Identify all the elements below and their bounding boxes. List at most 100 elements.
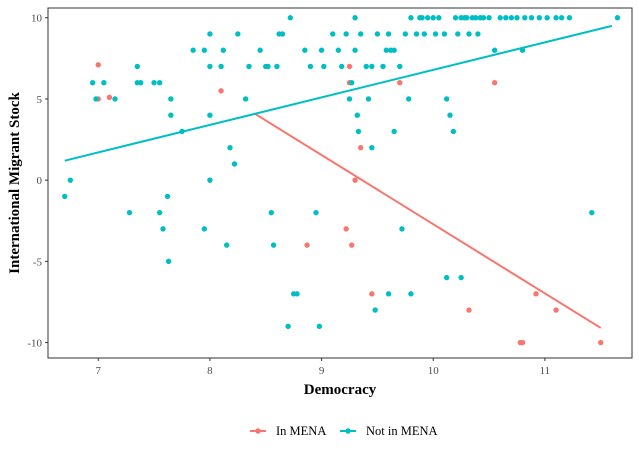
point-not-in-mena — [179, 128, 185, 135]
point-not-in-mena — [270, 242, 277, 248]
y-tick-label: 10 — [31, 13, 43, 25]
point-not-in-mena — [536, 15, 543, 21]
point-not-in-mena — [156, 80, 163, 86]
point-not-in-mena — [553, 15, 559, 21]
point-not-in-mena — [391, 47, 397, 53]
point-not-in-mena — [522, 15, 528, 21]
point-not-in-mena — [419, 15, 425, 21]
point-not-in-mena — [514, 15, 520, 21]
point-not-in-mena — [137, 80, 144, 86]
point-not-in-mena — [156, 209, 163, 216]
plot-panel-border — [47, 7, 633, 359]
point-not-in-mena — [242, 96, 249, 102]
point-not-in-mena — [220, 47, 227, 53]
legend-label-in-mena: In MENA — [276, 424, 326, 438]
point-not-in-mena — [235, 31, 241, 37]
point-not-in-mena — [589, 209, 595, 216]
point-not-in-mena — [566, 15, 573, 21]
point-in-mena — [106, 94, 113, 101]
point-not-in-mena — [402, 31, 409, 37]
point-not-in-mena — [497, 15, 503, 21]
point-not-in-mena — [134, 63, 141, 70]
y-axis: -10 -5 0 5 10 — [27, 13, 48, 350]
point-not-in-mena — [503, 15, 509, 21]
point-not-in-mena — [458, 274, 464, 281]
point-not-in-mena — [285, 323, 291, 330]
point-not-in-mena — [165, 258, 172, 265]
point-in-mena — [357, 144, 364, 151]
point-not-in-mena — [369, 144, 375, 151]
point-not-in-mena — [475, 31, 481, 37]
x-tick-label: 9 — [319, 365, 325, 377]
x-axis: 7 8 9 10 11 — [95, 358, 550, 377]
x-tick-label: 11 — [540, 365, 551, 377]
point-not-in-mena — [112, 96, 118, 102]
point-not-in-mena — [62, 193, 68, 200]
point-not-in-mena — [279, 31, 286, 37]
point-not-in-mena — [372, 307, 378, 313]
point-not-in-mena — [168, 112, 174, 118]
point-not-in-mena — [452, 15, 459, 21]
point-not-in-mena — [227, 144, 233, 151]
point-not-in-mena — [413, 31, 420, 37]
point-not-in-mena — [93, 96, 99, 102]
point-in-mena — [598, 339, 604, 346]
point-not-in-mena — [436, 15, 442, 21]
point-not-in-mena — [126, 209, 133, 216]
point-not-in-mena — [207, 31, 213, 37]
point-in-mena — [304, 242, 310, 248]
point-not-in-mena — [294, 291, 300, 297]
legend: In MENA Not in MENA — [250, 424, 438, 438]
point-not-in-mena — [508, 15, 515, 21]
legend-label-not-in-mena: Not in MENA — [366, 424, 438, 438]
point-not-in-mena — [101, 80, 107, 86]
point-not-in-mena — [287, 15, 294, 21]
point-not-in-mena — [486, 15, 492, 21]
point-not-in-mena — [151, 80, 157, 86]
point-not-in-mena — [397, 63, 403, 70]
point-not-in-mena — [385, 31, 392, 37]
point-not-in-mena — [316, 323, 323, 330]
point-not-in-mena — [265, 63, 271, 70]
point-not-in-mena — [67, 177, 74, 183]
point-not-in-mena — [385, 291, 392, 297]
point-in-mena — [519, 339, 526, 346]
point-in-mena — [349, 242, 355, 248]
point-not-in-mena — [343, 31, 349, 37]
point-not-in-mena — [352, 15, 358, 21]
point-not-in-mena — [207, 112, 213, 118]
point-in-mena — [218, 88, 224, 94]
x-tick-label: 7 — [95, 365, 101, 377]
legend-key-point-in-mena — [255, 428, 261, 434]
point-not-in-mena — [346, 96, 353, 102]
point-not-in-mena — [218, 63, 224, 70]
point-in-mena — [466, 307, 472, 313]
point-not-in-mena — [528, 15, 535, 21]
point-not-in-mena — [246, 63, 252, 70]
point-not-in-mena — [380, 63, 386, 70]
point-not-in-mena — [335, 47, 342, 53]
point-not-in-mena — [318, 47, 325, 53]
point-not-in-mena — [302, 47, 308, 53]
point-not-in-mena — [355, 128, 362, 135]
point-not-in-mena — [369, 63, 375, 70]
point-not-in-mena — [164, 193, 171, 200]
point-in-mena — [346, 63, 353, 70]
point-not-in-mena — [231, 161, 238, 167]
point-not-in-mena — [201, 47, 208, 53]
y-axis-title: International Migrant Stock — [7, 92, 23, 274]
point-not-in-mena — [160, 226, 166, 232]
point-not-in-mena — [472, 15, 479, 21]
point-not-in-mena — [168, 96, 174, 102]
point-not-in-mena — [190, 47, 196, 53]
x-tick-label: 8 — [207, 365, 213, 377]
point-in-mena — [533, 291, 539, 297]
point-not-in-mena — [307, 63, 314, 70]
point-not-in-mena — [268, 209, 275, 216]
point-not-in-mena — [432, 31, 439, 37]
point-not-in-mena — [424, 15, 431, 21]
point-not-in-mena — [466, 31, 472, 37]
point-not-in-mena — [274, 63, 280, 70]
point-not-in-mena — [365, 96, 372, 102]
point-not-in-mena — [441, 31, 448, 37]
